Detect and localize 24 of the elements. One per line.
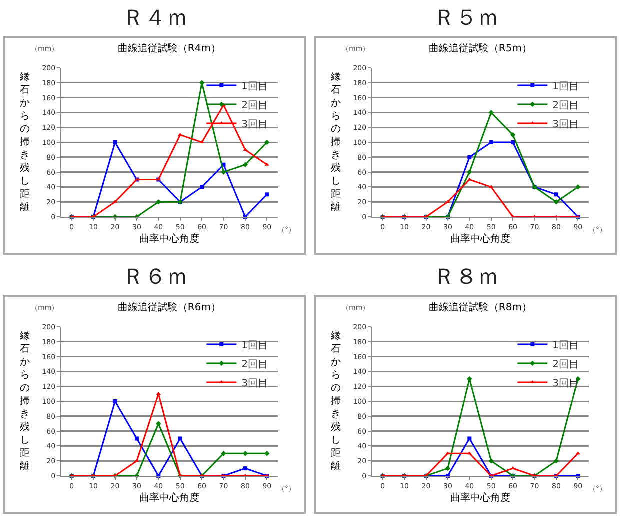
chart-title: Ｒ４ｍ [122, 4, 190, 32]
x-axis-title: 曲率中心角度 [140, 492, 200, 504]
legend-label: 2回目 [552, 359, 580, 370]
chart-subtitle: 曲線追従試験（R8m） [428, 301, 532, 314]
legend-label: 2回目 [242, 100, 268, 112]
text: 縁石からの掃き残し距離 [331, 331, 341, 472]
legend-label: 2回目 [552, 100, 580, 112]
text: 縁石からの掃き残し距離 [20, 72, 30, 213]
text: 縁石からの掃き残し距離 [20, 331, 30, 472]
x-axis-title: 曲率中心角度 [140, 232, 200, 245]
text: 縁石からの掃き残し距離 [331, 72, 341, 213]
chart-title: Ｒ６ｍ [122, 263, 190, 291]
chart-subtitle: 曲線追従試験（R5m） [428, 42, 532, 54]
legend-label: 2回目 [242, 359, 268, 370]
chart-title: Ｒ８ｍ [432, 263, 500, 291]
legend-label: 1回目 [552, 81, 580, 92]
chart-title: Ｒ５ｍ [432, 4, 500, 32]
legend-label: 1回目 [242, 340, 268, 352]
chart-subtitle: 曲線追従試験（R6m） [118, 301, 221, 314]
chart-subtitle: 曲線追従試験（R4m） [118, 42, 221, 54]
x-axis-title: 曲率中心角度 [450, 232, 510, 245]
legend-label: 1回目 [552, 340, 580, 352]
legend-label: 1回目 [242, 81, 268, 92]
x-axis-title: 曲率中心角度 [450, 492, 510, 504]
